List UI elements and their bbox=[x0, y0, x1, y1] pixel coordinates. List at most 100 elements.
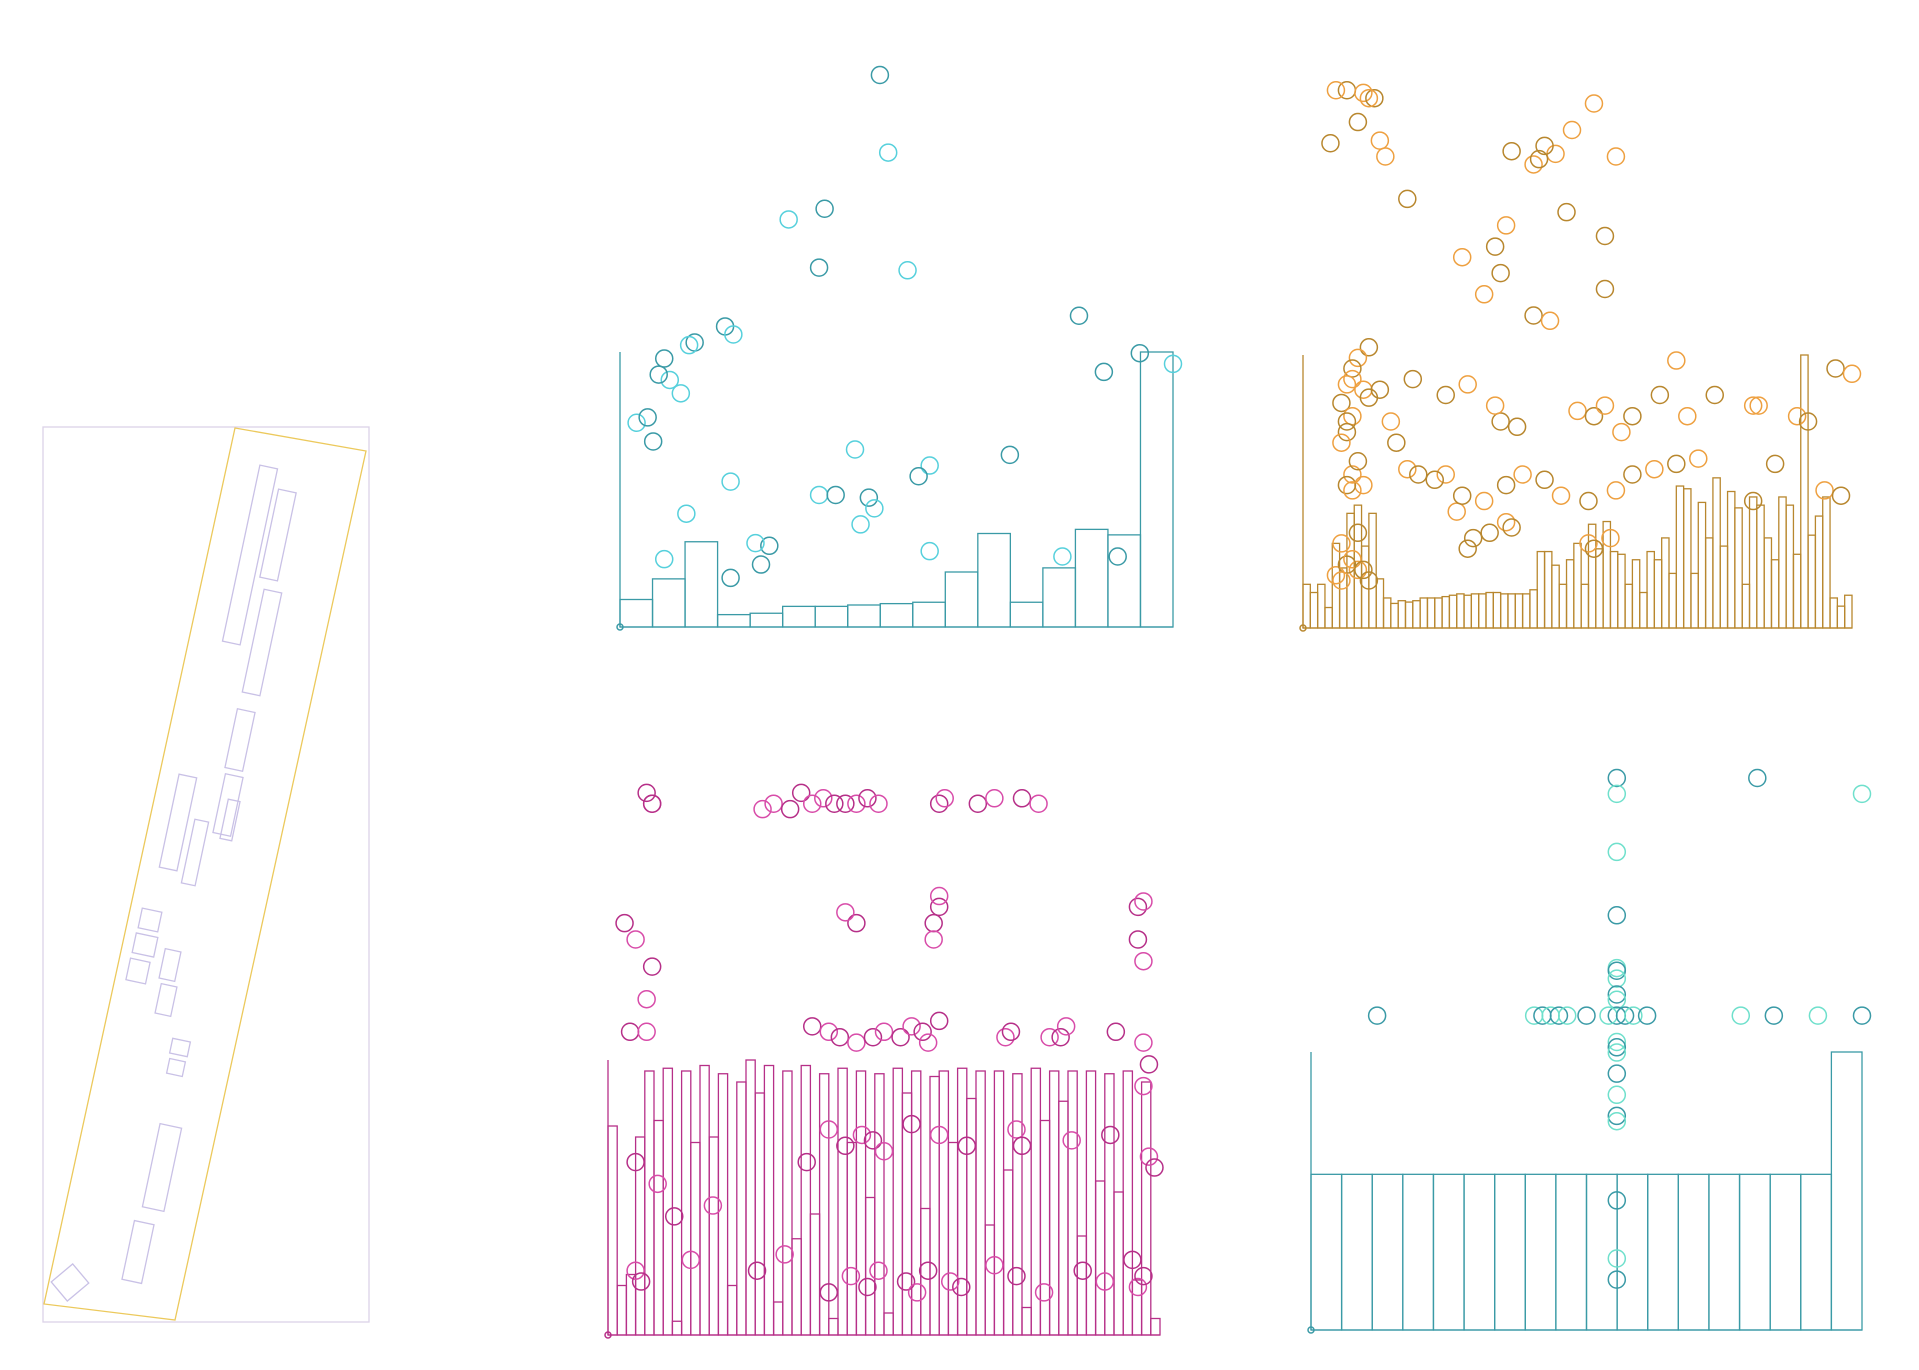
scatter-point bbox=[929, 886, 949, 906]
histogram-bar bbox=[1756, 504, 1765, 629]
histogram-bar bbox=[1404, 601, 1414, 629]
scatter-point bbox=[780, 799, 800, 819]
scatter-point bbox=[1458, 539, 1477, 558]
building-footprint bbox=[224, 708, 256, 772]
scatter-point bbox=[1134, 1266, 1153, 1286]
scatter-point bbox=[1815, 481, 1834, 500]
chart-panel-top-right bbox=[1299, 81, 1862, 632]
scatter-point bbox=[1458, 375, 1477, 394]
building-footprint bbox=[241, 588, 283, 697]
scatter-point bbox=[1787, 406, 1807, 426]
scatter-point bbox=[724, 325, 743, 344]
scatter-point bbox=[1012, 1136, 1032, 1156]
scatter-point bbox=[1650, 385, 1670, 405]
building-footprint bbox=[158, 773, 198, 872]
scatter-point bbox=[1529, 149, 1549, 169]
histogram-bar bbox=[1302, 583, 1311, 629]
histogram-bar bbox=[1412, 600, 1421, 629]
histogram-bar bbox=[690, 1141, 701, 1336]
histogram-bar bbox=[1580, 583, 1590, 629]
scatter-point bbox=[1387, 433, 1406, 452]
scatter-point bbox=[1507, 417, 1527, 437]
scatter-point bbox=[649, 365, 668, 384]
histogram-bar bbox=[1390, 602, 1399, 629]
scatter-point bbox=[1568, 401, 1587, 421]
histogram-bar bbox=[1800, 1173, 1833, 1331]
scatter-point bbox=[1128, 1277, 1148, 1297]
histogram-bar bbox=[1499, 593, 1509, 629]
histogram-bar bbox=[1485, 591, 1494, 629]
scatter-point bbox=[1376, 147, 1395, 166]
histogram-bar bbox=[619, 598, 654, 628]
scatter-point bbox=[1134, 951, 1153, 971]
histogram-bar bbox=[1067, 1070, 1078, 1336]
scatter-point bbox=[929, 1125, 949, 1145]
scatter-point bbox=[815, 199, 834, 218]
scatter-point bbox=[1106, 1022, 1126, 1042]
histogram-bar bbox=[1441, 595, 1451, 629]
scatter-point bbox=[1365, 88, 1384, 108]
histogram-bar bbox=[1382, 597, 1392, 629]
scatter-point bbox=[1645, 459, 1664, 479]
histogram-bar bbox=[754, 1092, 766, 1336]
scatter-point bbox=[909, 467, 928, 486]
histogram-bar bbox=[1463, 594, 1473, 629]
histogram-bar bbox=[1555, 1173, 1588, 1331]
histogram-bar bbox=[966, 1097, 977, 1336]
scatter-point bbox=[1343, 369, 1362, 389]
histogram-bar bbox=[1682, 488, 1692, 629]
scatter-point bbox=[627, 413, 646, 432]
scatter-point bbox=[1496, 475, 1516, 495]
scatter-point bbox=[1485, 237, 1505, 256]
scatter-point bbox=[626, 1261, 645, 1280]
scatter-point bbox=[870, 65, 890, 85]
scatter-point bbox=[1496, 512, 1516, 532]
scatter-point bbox=[1367, 1006, 1387, 1025]
scatter-point bbox=[1359, 88, 1379, 108]
scatter-point bbox=[1579, 534, 1598, 553]
histogram-bar bbox=[1076, 1235, 1088, 1336]
scatter-point bbox=[764, 794, 783, 813]
scatter-point bbox=[924, 930, 943, 949]
scatter-point bbox=[1381, 412, 1401, 431]
histogram-bar bbox=[1309, 591, 1319, 629]
scatter-point bbox=[1452, 247, 1472, 267]
histogram-bar bbox=[947, 1141, 959, 1336]
scatter-point bbox=[825, 794, 844, 813]
scatter-point bbox=[968, 794, 988, 813]
scatter-point bbox=[747, 1261, 767, 1280]
scatter-point bbox=[1343, 550, 1362, 569]
scatter-point bbox=[1034, 1283, 1054, 1302]
scatter-point bbox=[1612, 422, 1631, 442]
building-footprint bbox=[137, 907, 163, 933]
scatter-point bbox=[1123, 1250, 1142, 1270]
scatter-point bbox=[1128, 930, 1148, 949]
scatter-point bbox=[924, 913, 943, 933]
scatter-point bbox=[1607, 1270, 1627, 1289]
histogram-bar bbox=[1565, 559, 1575, 629]
scatter-point bbox=[1607, 1038, 1627, 1057]
scatter-point bbox=[865, 499, 884, 518]
scatter-point bbox=[1332, 534, 1351, 553]
scatter-point bbox=[637, 1022, 656, 1042]
histogram-bar bbox=[1653, 559, 1663, 629]
building-footprint bbox=[158, 947, 182, 983]
histogram-bar bbox=[1009, 601, 1044, 628]
histogram-bar bbox=[993, 1070, 1005, 1336]
scatter-point bbox=[1535, 136, 1554, 156]
scatter-point bbox=[1607, 985, 1627, 1004]
histogram-bar bbox=[1371, 1173, 1404, 1331]
scatter-point bbox=[878, 143, 898, 162]
scatter-point bbox=[1436, 465, 1455, 484]
scatter-point bbox=[1073, 1261, 1092, 1280]
scatter-point bbox=[1480, 523, 1499, 543]
scatter-point bbox=[620, 1022, 640, 1042]
scatter-point bbox=[679, 335, 699, 355]
scatter-point bbox=[1637, 1006, 1657, 1025]
scatter-point bbox=[1607, 1249, 1627, 1268]
scatter-point bbox=[779, 210, 798, 229]
scatter-point bbox=[1551, 486, 1571, 505]
histogram-bar bbox=[1039, 1119, 1051, 1336]
histogram-bar bbox=[846, 1141, 858, 1336]
building-footprint bbox=[121, 1219, 155, 1285]
